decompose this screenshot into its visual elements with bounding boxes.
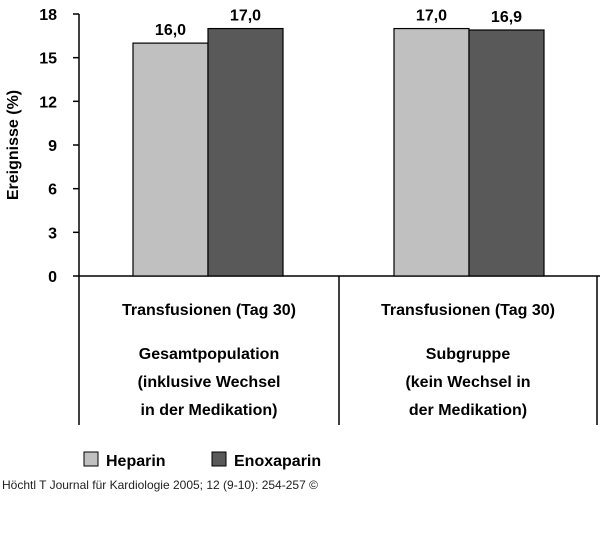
legend-swatch-heparin bbox=[83, 451, 99, 467]
group-caption-line: Subgruppe bbox=[426, 346, 511, 363]
y-tick-label: 12 bbox=[39, 94, 57, 111]
y-axis-label: Ereignisse (%) bbox=[5, 90, 22, 200]
group-caption-line: der Medikation) bbox=[409, 402, 527, 419]
legend-label: Heparin bbox=[106, 453, 166, 470]
data-label: 17,0 bbox=[230, 8, 261, 25]
y-tick-label: 6 bbox=[48, 182, 57, 199]
copyright-footer: Höchtl T Journal für Kardiologie 2005; 1… bbox=[2, 478, 318, 492]
bar-enoxaparin bbox=[207, 27, 284, 277]
legend-swatch-enoxaparin bbox=[211, 451, 227, 467]
data-label: 17,0 bbox=[416, 8, 447, 25]
group-caption-line: in der Medikation) bbox=[141, 402, 278, 419]
group-title: Transfusionen (Tag 30) bbox=[122, 302, 296, 319]
data-label: 16,9 bbox=[491, 9, 522, 26]
bar-heparin bbox=[393, 27, 470, 277]
group-caption-line: (kein Wechsel in bbox=[405, 374, 530, 391]
bar-enoxaparin bbox=[468, 29, 545, 277]
y-tick-label: 0 bbox=[48, 269, 57, 286]
legend-label: Enoxaparin bbox=[234, 453, 321, 470]
group-caption-line: Gesamtpopulation bbox=[139, 346, 279, 363]
group-caption-line: (inklusive Wechsel bbox=[138, 374, 281, 391]
bar-heparin bbox=[132, 42, 209, 277]
y-tick-label: 15 bbox=[39, 51, 57, 68]
y-tick-label: 9 bbox=[48, 138, 57, 155]
y-tick-label: 3 bbox=[48, 225, 57, 242]
y-tick-label: 18 bbox=[39, 7, 57, 24]
data-label: 16,0 bbox=[155, 22, 186, 39]
group-title: Transfusionen (Tag 30) bbox=[381, 302, 555, 319]
